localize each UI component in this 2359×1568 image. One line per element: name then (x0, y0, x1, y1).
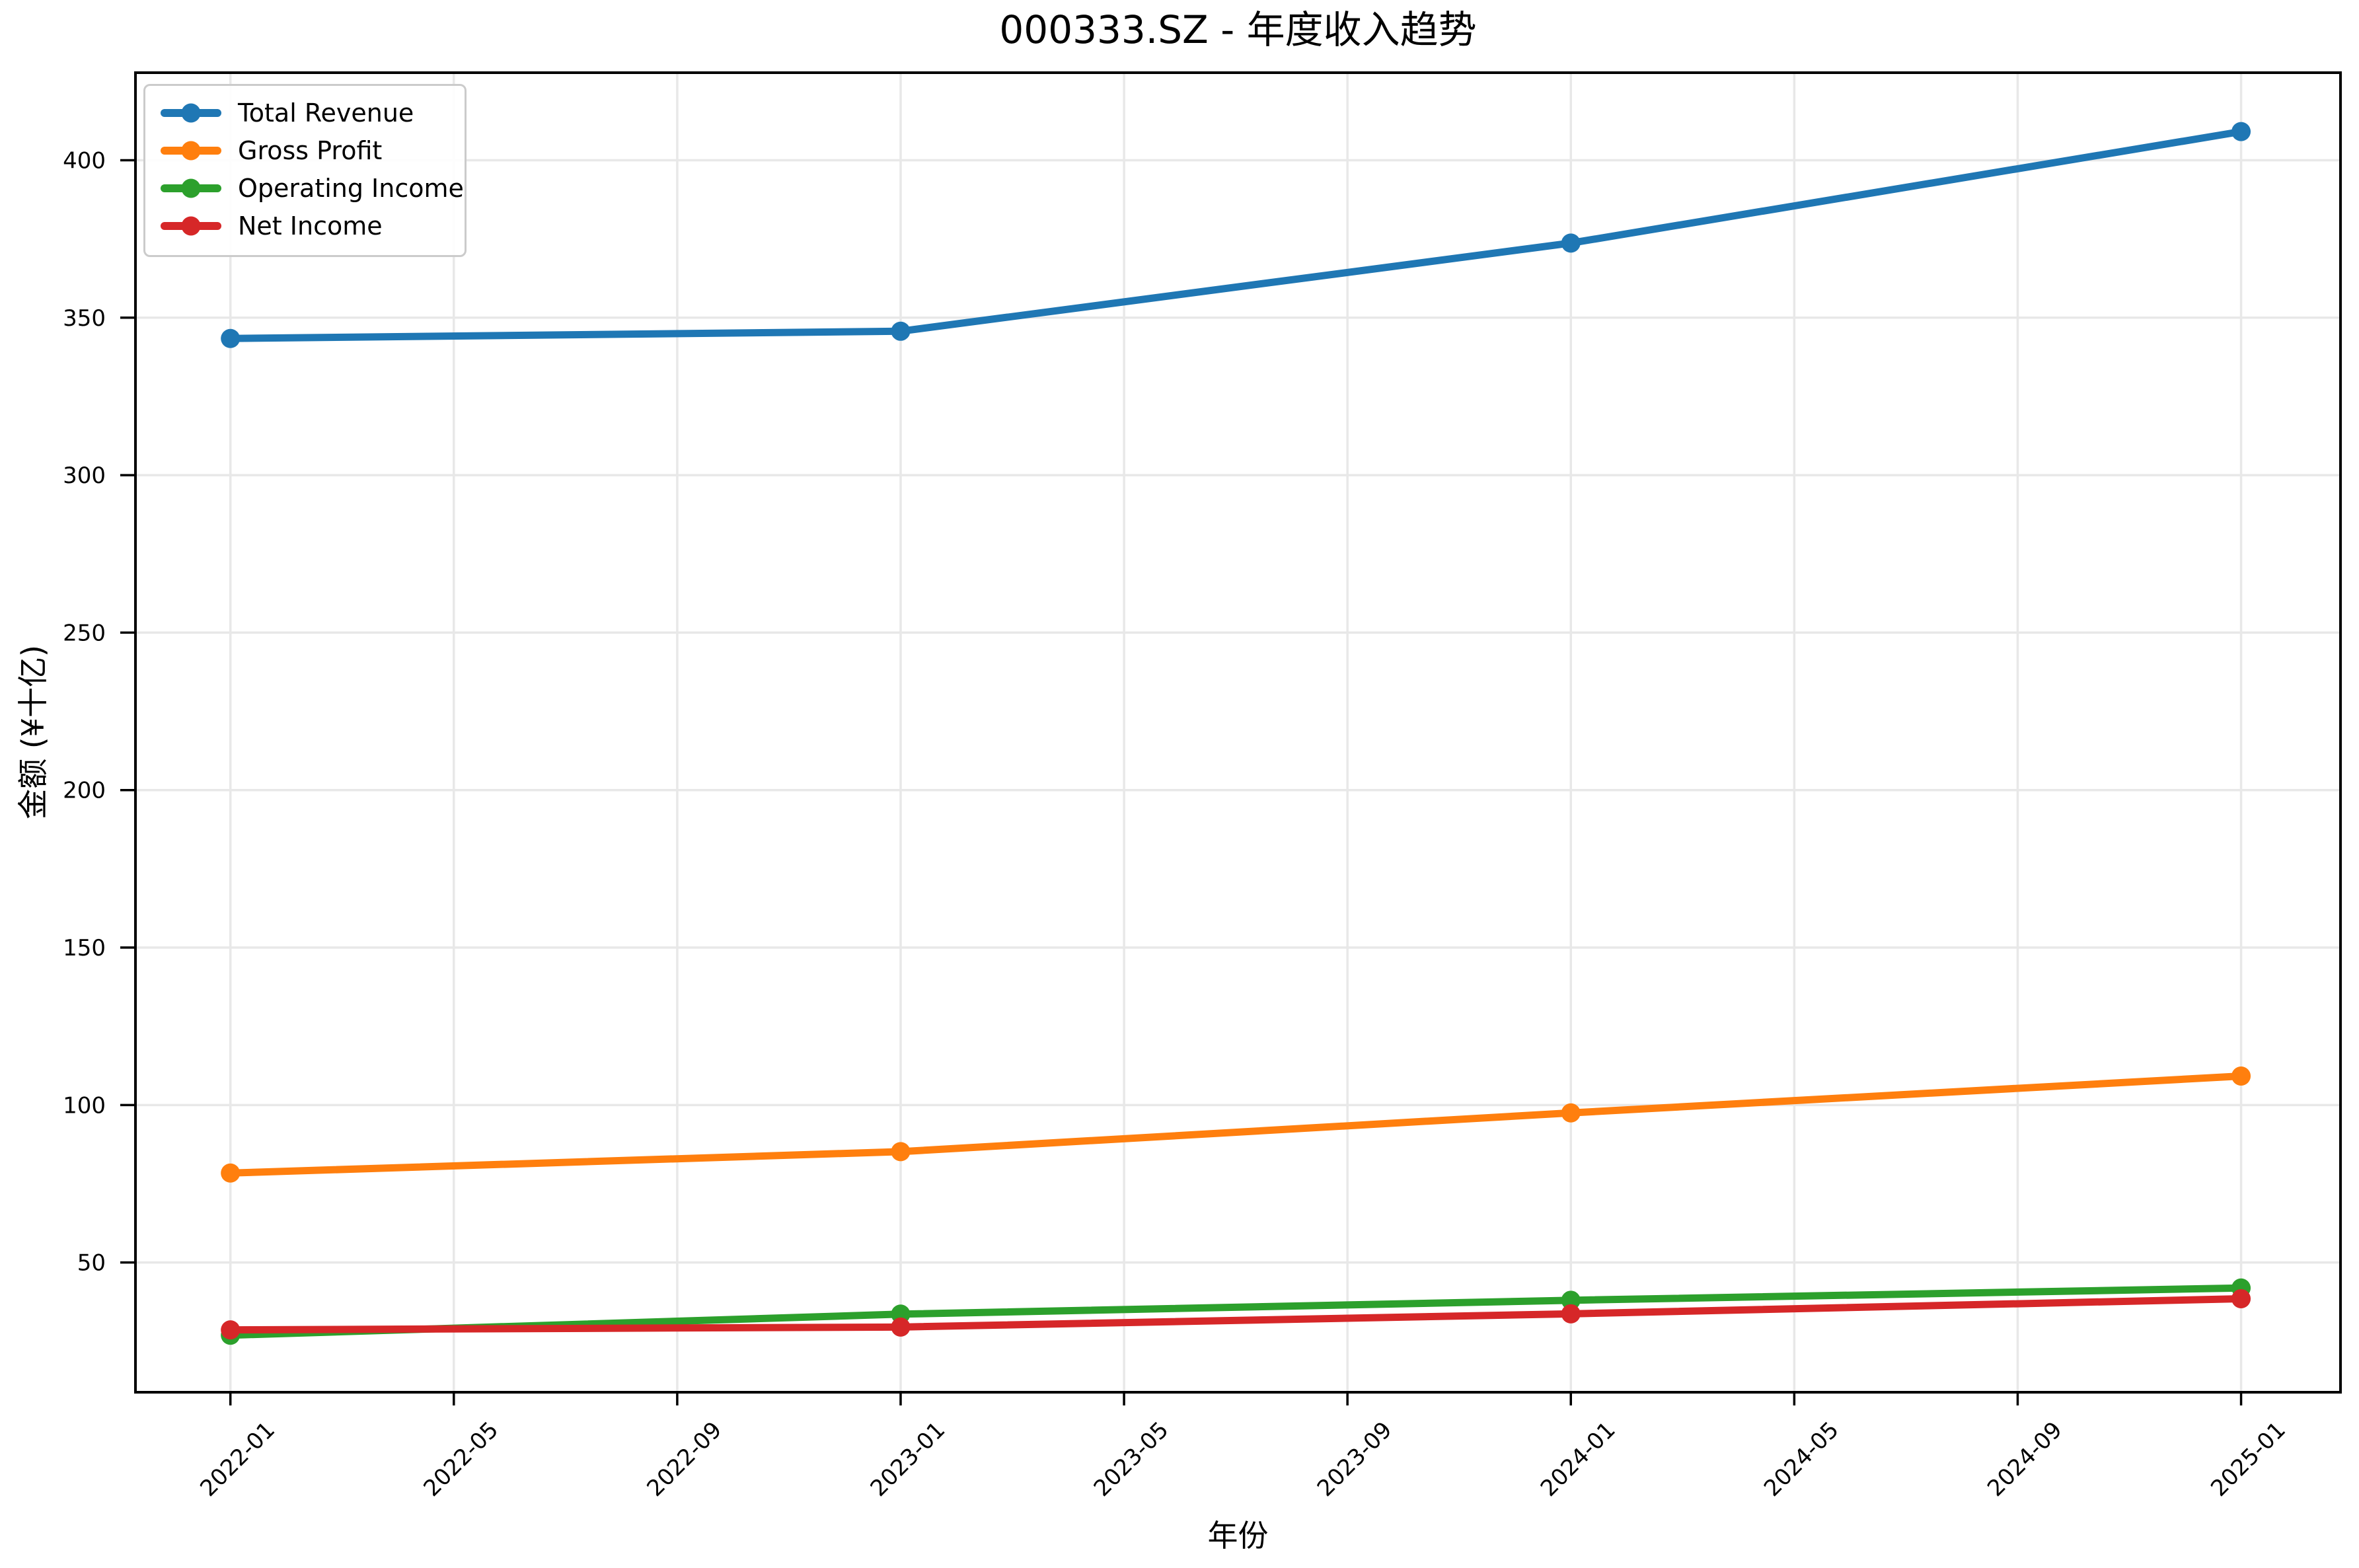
legend-item-total-revenue: Total Revenue (145, 94, 465, 131)
y-tick-label: 300 (63, 463, 106, 489)
legend-line-sample (161, 178, 221, 198)
legend-label: Operating Income (238, 173, 464, 203)
chart-title: 000333.SZ - 年度收入趋势 (999, 7, 1477, 52)
legend-label: Gross Profit (238, 135, 383, 165)
data-point (1561, 233, 1581, 253)
axes-background (135, 73, 2340, 1392)
x-tick-label: 2022-05 (418, 1417, 504, 1502)
data-point (1561, 1290, 1581, 1310)
legend-line-sample (161, 103, 221, 122)
data-point (2231, 1066, 2251, 1086)
data-point (221, 1163, 241, 1183)
x-tick-label: 2025-01 (2206, 1417, 2291, 1502)
x-tick-label: 2024-05 (1759, 1417, 1844, 1502)
series-net-income (221, 1288, 2251, 1340)
y-tick-label: 50 (77, 1250, 106, 1277)
legend-marker-dot (181, 141, 201, 160)
y-tick-label: 250 (63, 620, 106, 646)
y-tick-label: 150 (63, 935, 106, 961)
legend-item-net-income: Net Income (145, 207, 465, 244)
legend-label: Net Income (238, 211, 383, 241)
data-point (891, 1142, 911, 1162)
y-tick-label: 100 (63, 1092, 106, 1119)
plot-border (134, 71, 2342, 1394)
x-tick-label: 2024-01 (1536, 1417, 1621, 1502)
legend-marker-dot (181, 178, 201, 198)
series-gross-profit (221, 1066, 2251, 1183)
data-point (891, 1317, 911, 1337)
data-point (221, 328, 241, 348)
data-point (2231, 1288, 2251, 1308)
legend: Total Revenue Gross Profit Operating Incom… (143, 84, 467, 257)
legend-line-sample (161, 216, 221, 235)
series-line (227, 128, 2245, 342)
x-tick-label: 2023-01 (866, 1417, 951, 1502)
legend-item-operating-income: Operating Income (145, 170, 465, 207)
y-tick-label: 350 (63, 305, 106, 332)
data-point (1561, 1103, 1581, 1123)
gridlines (135, 73, 2340, 1392)
x-axis-title: 年份 (1207, 1518, 1269, 1553)
data-point (221, 1320, 241, 1340)
tick-marks (120, 159, 2243, 1405)
x-tick-label: 2022-01 (195, 1417, 280, 1502)
x-tick-label: 2023-05 (1089, 1417, 1174, 1502)
x-tick-label: 2023-09 (1312, 1417, 1398, 1502)
x-tick-label: 2024-09 (1982, 1417, 2068, 1502)
legend-marker-dot (181, 216, 201, 235)
legend-label: Total Revenue (238, 98, 414, 128)
data-point (1561, 1304, 1581, 1324)
data-point (2231, 122, 2251, 141)
legend-item-gross-profit: Gross Profit (145, 132, 465, 169)
data-point (891, 321, 911, 341)
legend-marker-dot (181, 103, 201, 122)
series-line (227, 1284, 2245, 1339)
series-line (227, 1294, 2245, 1334)
y-tick-label: 200 (63, 778, 106, 804)
legend-line-sample (161, 141, 221, 160)
series-total-revenue (221, 122, 2251, 348)
series-line (227, 1072, 2245, 1177)
x-tick-label: 2022-09 (642, 1417, 728, 1502)
y-tick-label: 400 (63, 147, 106, 174)
